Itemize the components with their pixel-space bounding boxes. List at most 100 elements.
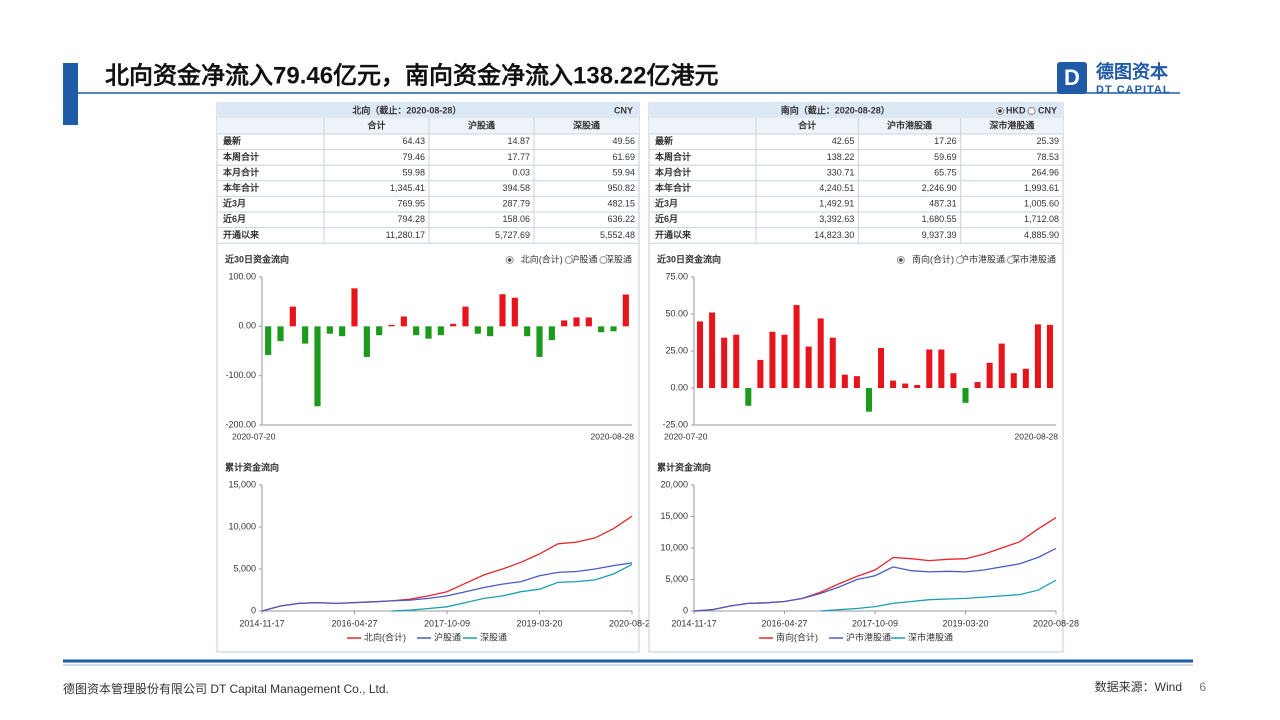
bar bbox=[462, 306, 469, 327]
row-label: 近3月 bbox=[655, 198, 678, 209]
bar bbox=[805, 346, 812, 388]
logo-cn: 德图资本 bbox=[1096, 61, 1168, 82]
x-tick-label: 2020-08-28 bbox=[1015, 431, 1059, 441]
bar bbox=[998, 343, 1005, 388]
y-tick-label: 100.00 bbox=[228, 271, 256, 281]
table-cell: 287.79 bbox=[502, 199, 530, 209]
x-tick-label: 2020-08-28 bbox=[609, 618, 655, 628]
legend-radio bbox=[956, 256, 964, 264]
legend-label: 北向(合计) bbox=[364, 631, 406, 642]
logo-en: DT CAPITAL bbox=[1096, 84, 1171, 96]
bar bbox=[1022, 368, 1029, 388]
table-cell: 17.77 bbox=[507, 152, 530, 162]
table-cell: 14,823.30 bbox=[814, 230, 854, 240]
table-cell: 64.43 bbox=[402, 136, 425, 146]
title-accent bbox=[63, 63, 78, 125]
bar bbox=[853, 376, 860, 388]
row-label: 开通以来 bbox=[223, 229, 260, 240]
page-number: 6 bbox=[1199, 680, 1206, 694]
table-cell: 330.71 bbox=[827, 167, 855, 177]
legend-label: 沪市港股通 bbox=[846, 631, 891, 642]
bar bbox=[1010, 373, 1017, 388]
x-tick-label: 2014-11-17 bbox=[239, 618, 284, 628]
table-cell: 4,885.90 bbox=[1024, 230, 1059, 240]
y-tick-label: 0.00 bbox=[238, 321, 256, 331]
x-tick-label: 2020-08-28 bbox=[591, 431, 635, 441]
bar bbox=[585, 317, 592, 327]
bar bbox=[817, 318, 824, 388]
bar bbox=[986, 362, 993, 388]
bar bbox=[499, 294, 506, 327]
row-label: 本月合计 bbox=[223, 166, 259, 177]
y-tick-label: 25.00 bbox=[665, 345, 688, 355]
legend-label: 沪股通 bbox=[434, 631, 461, 642]
bar bbox=[610, 326, 617, 332]
bar bbox=[1046, 324, 1053, 388]
bar bbox=[781, 334, 788, 388]
column-header: 沪股通 bbox=[468, 119, 495, 130]
currency-option: HKD bbox=[1006, 105, 1026, 115]
table-cell: 1,492.91 bbox=[819, 199, 854, 209]
bar bbox=[841, 374, 848, 388]
bar bbox=[511, 297, 518, 327]
table-cell: 25.39 bbox=[1036, 136, 1059, 146]
currency-option: CNY bbox=[1038, 105, 1057, 115]
table-cell: 61.69 bbox=[612, 152, 635, 162]
y-tick-label: 5,000 bbox=[233, 563, 256, 573]
table-cell: 1,345.41 bbox=[390, 183, 425, 193]
y-tick-label: 15,000 bbox=[660, 511, 688, 521]
column-header: 深股通 bbox=[573, 119, 600, 130]
row-label: 近6月 bbox=[223, 213, 246, 224]
bar bbox=[890, 380, 897, 388]
bar bbox=[1034, 324, 1041, 388]
row-label: 开通以来 bbox=[655, 229, 692, 240]
currency-radio-dot bbox=[998, 109, 1002, 113]
y-tick-label: -200.00 bbox=[225, 419, 256, 429]
bar bbox=[926, 349, 933, 388]
bar bbox=[400, 316, 407, 327]
table-cell: 9,937.39 bbox=[922, 230, 957, 240]
x-tick-label: 2014-11-17 bbox=[671, 618, 716, 628]
bar bbox=[914, 385, 921, 388]
bar bbox=[829, 337, 836, 388]
legend-option: 深股通 bbox=[605, 254, 632, 264]
x-tick-label: 2017-10-09 bbox=[852, 618, 898, 628]
currency-radio bbox=[1027, 107, 1036, 115]
table-cell: 138.22 bbox=[827, 152, 855, 162]
table-cell: 2,246.90 bbox=[922, 183, 957, 193]
bar bbox=[622, 294, 629, 327]
chart-title: 累计资金流向 bbox=[225, 461, 279, 472]
table-cell: 14.87 bbox=[507, 136, 530, 146]
bar bbox=[573, 317, 580, 327]
table-cell: 78.53 bbox=[1036, 152, 1059, 162]
y-tick-label: 0 bbox=[251, 605, 256, 615]
y-tick-label: 0 bbox=[683, 605, 688, 615]
y-tick-label: 10,000 bbox=[228, 521, 256, 531]
table-title: 北向（截止：2020-08-28） bbox=[352, 104, 461, 115]
legend-option: 沪市港股通 bbox=[960, 253, 1005, 264]
table-cell: 482.15 bbox=[607, 199, 635, 209]
bar bbox=[878, 348, 885, 388]
legend-radio bbox=[599, 256, 608, 264]
x-tick-label: 2019-03-20 bbox=[942, 618, 988, 628]
y-tick-label: -25.00 bbox=[662, 419, 688, 429]
table-header-bar bbox=[649, 118, 1063, 134]
table-cell: 17.26 bbox=[934, 136, 957, 146]
table-cell: 5,727.69 bbox=[495, 230, 530, 240]
table-cell: 3,392.63 bbox=[819, 214, 854, 224]
bar bbox=[902, 383, 909, 388]
bar bbox=[450, 323, 457, 327]
bar bbox=[769, 331, 776, 388]
x-tick-label: 2020-07-20 bbox=[232, 431, 276, 441]
bar bbox=[277, 326, 284, 342]
y-tick-label: 10,000 bbox=[660, 542, 688, 552]
bar bbox=[302, 326, 309, 344]
column-header: 沪市港股通 bbox=[887, 119, 932, 130]
legend-label: 南向(合计) bbox=[776, 631, 818, 642]
bar bbox=[363, 326, 370, 357]
bar bbox=[314, 326, 321, 407]
bar bbox=[974, 382, 981, 388]
bar bbox=[793, 305, 800, 388]
